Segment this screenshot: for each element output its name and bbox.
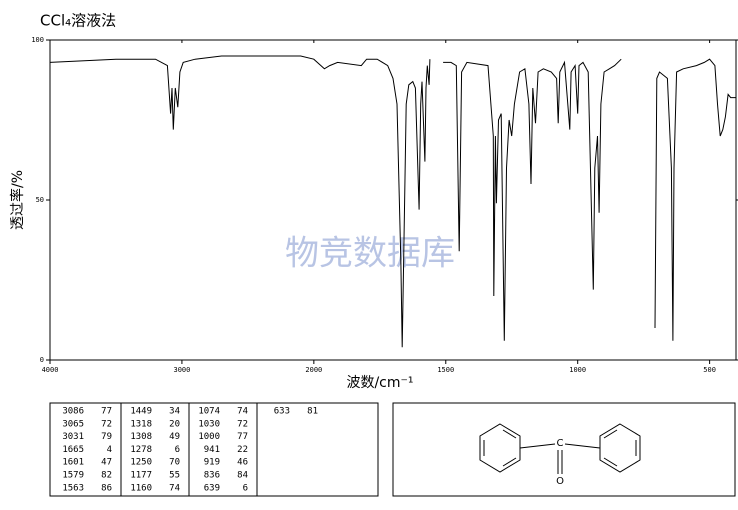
- table-cell: 22: [237, 445, 248, 455]
- chart-title: CCl₄溶液法: [40, 12, 116, 30]
- table-cell: 49: [169, 432, 180, 442]
- y-axis-label: 透过率/%: [9, 170, 26, 230]
- table-cell: 1160: [130, 483, 152, 493]
- table-cell: 86: [101, 483, 112, 493]
- table-cell: 1177: [130, 471, 152, 481]
- table-cell: 1665: [62, 445, 84, 455]
- x-axis-label: 波数/cm⁻¹: [346, 375, 413, 391]
- y-tick-label: 50: [36, 196, 44, 204]
- table-cell: 941: [204, 445, 220, 455]
- table-cell: 1074: [198, 407, 220, 417]
- x-tick-label: 4000: [42, 366, 59, 374]
- table-cell: 74: [169, 483, 180, 493]
- x-tick-label: 1000: [569, 366, 586, 374]
- table-cell: 79: [101, 432, 112, 442]
- table-cell: 1000: [198, 432, 220, 442]
- table-cell: 55: [169, 471, 180, 481]
- table-cell: 70: [169, 458, 180, 468]
- table-cell: 20: [169, 419, 180, 429]
- table-cell: 639: [204, 483, 220, 493]
- table-cell: 46: [237, 458, 248, 468]
- table-cell: 1318: [130, 419, 152, 429]
- table-cell: 47: [101, 458, 112, 468]
- table-cell: 6: [175, 445, 180, 455]
- peak-table-frame: [49, 402, 379, 497]
- table-cell: 633: [274, 407, 290, 417]
- table-cell: 3031: [62, 432, 84, 442]
- table-cell: 81: [307, 407, 318, 417]
- x-tick-label: 1500: [437, 366, 454, 374]
- table-cell: 77: [237, 432, 248, 442]
- table-cell: 84: [237, 471, 248, 481]
- structure-frame: [392, 402, 736, 497]
- table-cell: 34: [169, 407, 180, 417]
- table-cell: 4: [107, 445, 112, 455]
- table-cell: 82: [101, 471, 112, 481]
- table-cell: 836: [204, 471, 220, 481]
- plot-frame: [49, 39, 737, 361]
- table-cell: 3086: [62, 407, 84, 417]
- table-cell: 1308: [130, 432, 152, 442]
- atom-label: O: [556, 476, 564, 487]
- atom-label: C: [557, 438, 564, 449]
- table-cell: 1278: [130, 445, 152, 455]
- table-cell: 74: [237, 407, 248, 417]
- x-tick-label: 3000: [173, 366, 190, 374]
- table-cell: 1601: [62, 458, 84, 468]
- table-cell: 3065: [62, 419, 84, 429]
- y-tick-label: 100: [31, 36, 44, 44]
- table-cell: 1030: [198, 419, 220, 429]
- spectrum-line: [49, 55, 736, 348]
- table-cell: 919: [204, 458, 220, 468]
- x-tick-label: 2000: [305, 366, 322, 374]
- x-tick-label: 500: [703, 366, 716, 374]
- y-tick-label: 0: [40, 356, 44, 364]
- table-cell: 1250: [130, 458, 152, 468]
- table-cell: 1449: [130, 407, 152, 417]
- table-cell: 1563: [62, 483, 84, 493]
- structure: [479, 423, 641, 474]
- table-cell: 6: [243, 483, 248, 493]
- table-cell: 72: [237, 419, 248, 429]
- table-cell: 77: [101, 407, 112, 417]
- table-cell: 1579: [62, 471, 84, 481]
- watermark: 物竞数据库: [285, 234, 455, 274]
- table-cell: 72: [101, 419, 112, 429]
